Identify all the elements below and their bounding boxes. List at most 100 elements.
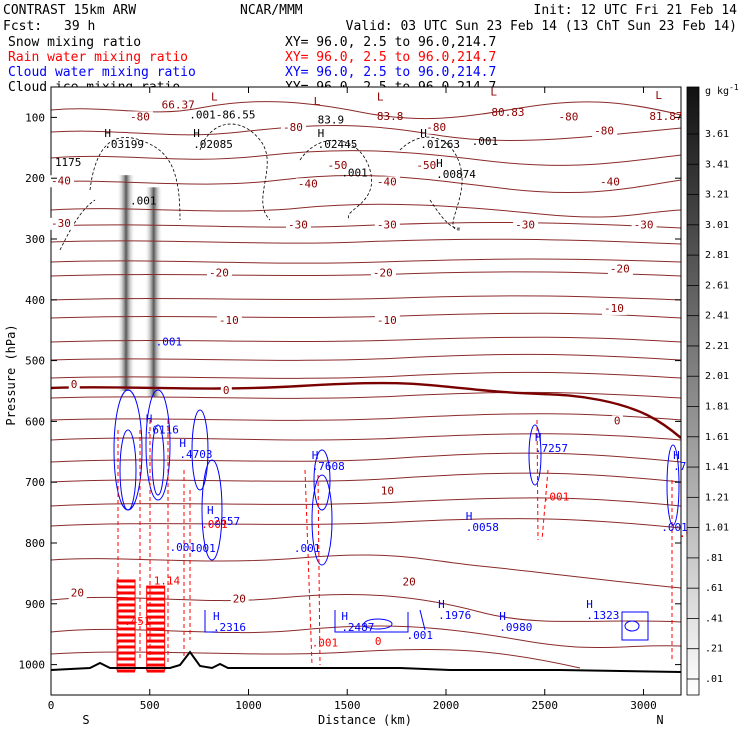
temperature-contour-label: -80: [283, 121, 303, 134]
extremum-value-label: .02445: [318, 138, 358, 151]
contour-label-bg: [281, 121, 307, 134]
contour-label-bg: [607, 263, 633, 276]
rain-column-band: [117, 585, 136, 589]
legend-snow: Snow mixing ratio: [8, 35, 141, 50]
colorbar: g kg-1 3.61 3.41 3.21 3.01 2.81 2.61 2.41 2.21 2…: [686, 83, 739, 696]
y-tick-label: 1000: [19, 659, 46, 672]
extremum-value-label: .4703: [179, 448, 212, 461]
rain-column-band: [117, 651, 136, 655]
extremum-value-label: 0: [375, 635, 382, 648]
rain-column-band: [146, 597, 165, 601]
rain-column-band: [117, 645, 136, 649]
contour-label-bg: [127, 111, 153, 124]
colorbar-tick-label: 2.41: [705, 311, 729, 322]
rain-column-band: [117, 669, 136, 673]
extremum-marker: H: [213, 610, 220, 623]
header-valid-time: Valid: 03 UTC Sun 23 Feb 14 (13 ChT Sun …: [346, 19, 737, 34]
contour-label-bg: [513, 219, 539, 232]
x-tick-label: 2500: [531, 699, 558, 712]
legend-rain: Rain water mixing ratio: [8, 50, 188, 65]
extremum-marker: H: [499, 610, 506, 623]
extremum-value-label: .01263: [420, 138, 460, 151]
contour-label-bg: [378, 485, 397, 498]
rain-column-band: [146, 603, 165, 607]
contour-label-bg: [68, 587, 87, 600]
extremum-value-label: .001: [201, 518, 228, 531]
contour-label-bg: [325, 160, 351, 173]
temperature-contour-label: -40: [377, 175, 397, 188]
temperature-contour-label: -50: [416, 159, 436, 172]
x-tick-label: 500: [140, 699, 160, 712]
rain-column-band: [117, 657, 136, 661]
y-tick-label: 100: [25, 111, 45, 124]
extremum-value-label: .2487: [341, 621, 374, 634]
x-axis-title: Distance (km): [318, 713, 412, 727]
colorbar-tick-label: 3.01: [705, 220, 729, 231]
extremum-marker: L: [377, 90, 384, 103]
rain-column: [146, 585, 166, 673]
colorbar-tick-label: 2.01: [705, 371, 729, 382]
extremum-marker: H: [535, 431, 542, 444]
colorbar-tick-label: 2.81: [705, 250, 729, 261]
rain-column-band: [146, 609, 165, 613]
extremum-value-label: .001: [189, 542, 216, 555]
header-init-time: Init: 12 UTC Fri 21 Feb 14: [534, 3, 738, 18]
contour-labels: -80 -80 -80 -80 -80 -50 -50 -40 -40 -40 -40 -30 -30 -…: [49, 85, 699, 649]
temperature-contour-label: -40: [298, 177, 318, 190]
temperature-contours: [51, 101, 681, 669]
contour-label-bg: [400, 576, 419, 589]
extremum-value-label: .001: [472, 135, 499, 148]
extremum-value-label: 80.83: [491, 106, 524, 119]
rain-column-band: [146, 645, 165, 649]
rain-column-band: [146, 657, 165, 661]
extremum-value-label: .02085: [193, 138, 233, 151]
contour-label-bg: [206, 267, 232, 280]
colorbar-tick-label: 1.21: [705, 492, 729, 503]
extremum-value-label: 66.37: [162, 98, 195, 111]
contour-label-bg: [230, 593, 249, 606]
temperature-contour-label: -40: [600, 175, 620, 188]
rain-column-band: [146, 651, 165, 655]
extremum-value-label: .001-86.55: [189, 109, 255, 122]
extremum-value-label: .001: [156, 335, 183, 348]
rain-column-band: [117, 627, 136, 631]
contour-label-bg: [370, 267, 396, 280]
temperature-contour-label: -20: [610, 262, 630, 275]
rain-column-band: [117, 615, 136, 619]
rain-column-band: [146, 669, 165, 673]
contour-label-bg: [424, 121, 450, 134]
x-end-label-south: S: [82, 713, 89, 727]
temperature-contour-label: -10: [219, 314, 239, 327]
rain-column-band: [146, 627, 165, 631]
x-end-label-north: N: [656, 713, 663, 727]
rain-column-band: [117, 579, 136, 583]
temperature-contour-label: 20: [233, 593, 246, 606]
extremum-value-label: .001: [406, 629, 433, 642]
extremum-value-label: .001: [312, 636, 339, 649]
temperature-contour-label: 0: [71, 378, 78, 391]
rain-column-band: [146, 639, 165, 643]
header-forecast-label: Fcst:: [3, 19, 42, 34]
colorbar-gradient: [686, 86, 700, 696]
extremum-value-label: 83.8: [377, 110, 404, 123]
rain-column-band: [117, 621, 136, 625]
extremum-value-label: .451: [124, 615, 151, 628]
x-tick-label: 1000: [235, 699, 262, 712]
temperature-contour-label: -30: [51, 217, 71, 230]
terrain-line: [51, 650, 681, 673]
rain-column-band: [146, 591, 165, 595]
extremum-marker: H: [438, 598, 445, 611]
extremum-value-label: 1.14: [154, 574, 181, 587]
extremum-marker: H: [207, 504, 214, 517]
extremum-value-label: .0058: [466, 521, 499, 534]
cloud-water-contours: [113, 389, 680, 641]
extremum-value-label: .1976: [438, 609, 471, 622]
y-tick-label: 300: [25, 233, 45, 246]
rain-column-band: [117, 591, 136, 595]
temperature-contour-label: -30: [377, 219, 397, 232]
x-tick-label: 0: [48, 699, 55, 712]
extremum-value-label: .7257: [535, 442, 568, 455]
extremum-value-label: 83.9: [318, 113, 345, 126]
rain-column-band: [146, 663, 165, 667]
